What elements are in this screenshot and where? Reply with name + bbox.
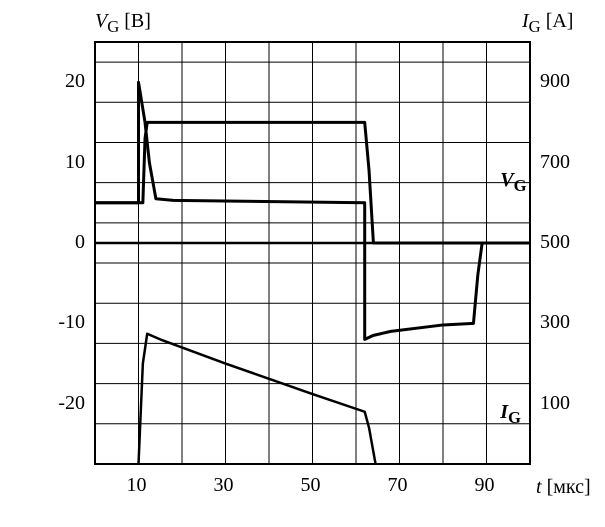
y-left-title: VG [B] [95,10,151,37]
x-tick: 10 [127,474,147,497]
x-tick: 70 [388,474,408,497]
y-left-tick: 10 [65,151,85,174]
y-left-tick: 20 [65,70,85,93]
y-right-tick: 300 [540,311,570,334]
y-right-tick: 100 [540,392,570,415]
oscilloscope-chart: VG [B] IG [A] t [мкс] -20 -10 0 10 20 100 300 500 7… [0,0,605,527]
y-right-title: IG [A] [522,10,573,37]
y-right-tick: 700 [540,151,570,174]
y-right-tick: 900 [540,70,570,93]
x-tick: 30 [214,474,234,497]
y-left-tick: -20 [58,392,85,415]
y-right-tick: 500 [540,231,570,254]
x-tick: 90 [475,474,495,497]
trace-label-vg: VG [500,169,526,196]
y-left-tick: 0 [75,231,85,254]
trace-label-ig: IG [500,401,521,428]
x-title: t [мкс] [536,476,591,499]
y-left-tick: -10 [58,311,85,334]
x-tick: 50 [301,474,321,497]
